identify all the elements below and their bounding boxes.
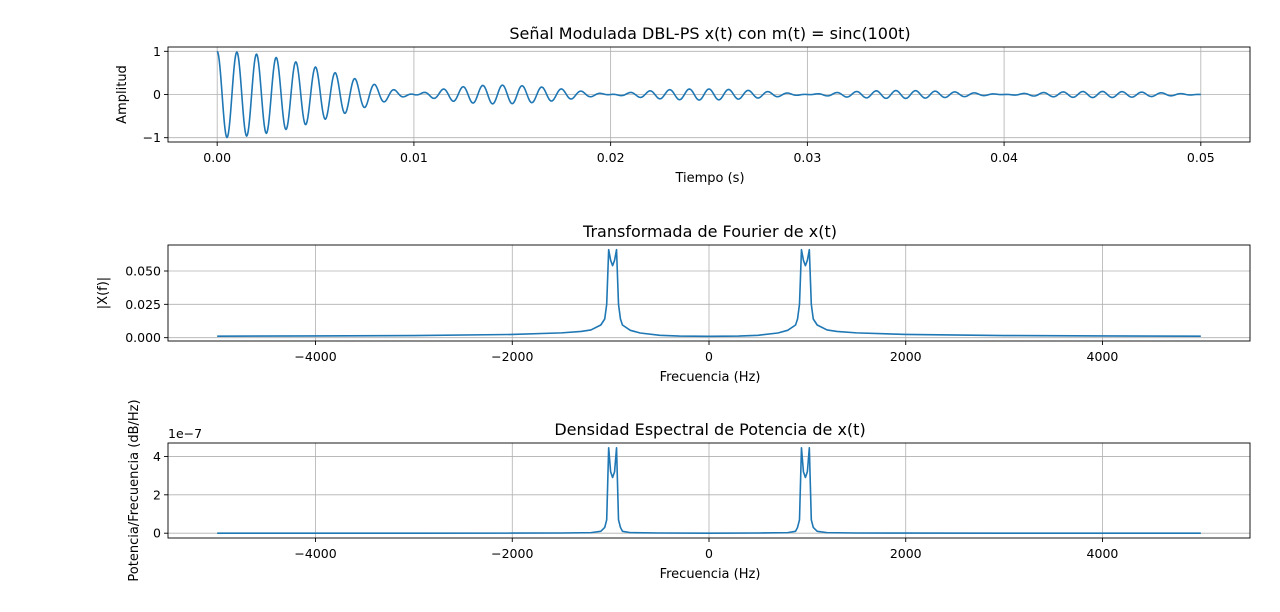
- x-tick-label: −2000: [491, 349, 533, 364]
- y-tick-label: 0.025: [125, 297, 161, 312]
- y-axis-label: Amplitud: [115, 65, 130, 124]
- subplot-3: −4000 −2000 0 2000 4000 0 2 4 Densidad Espectral…: [127, 399, 1251, 582]
- x-tick-label: 0.04: [990, 150, 1018, 165]
- chart-title: Transformada de Fourier de x(t): [582, 222, 837, 241]
- subplot-1: 0.00 0.01 0.02 0.03 0.04 0.05 −1 0 1 Señal Modula…: [115, 24, 1251, 186]
- series-line: [216, 50, 1201, 139]
- x-tick-label: 2000: [890, 546, 922, 561]
- x-tick-label: 4000: [1087, 349, 1119, 364]
- y-axis-label: Potencia/Frecuencia (dB/Hz): [127, 399, 142, 581]
- axis-scale-label: 1e−7: [168, 426, 202, 441]
- x-tick-label: 0: [705, 546, 713, 561]
- x-tick-label: 2000: [890, 349, 922, 364]
- x-tick-label: 0.05: [1187, 150, 1215, 165]
- y-tick-label: 4: [153, 449, 161, 464]
- y-tick-label: 2: [153, 487, 161, 502]
- x-axis-label: Frecuencia (Hz): [660, 370, 761, 385]
- y-tick-label: −1: [143, 130, 161, 145]
- y-tick-label: 0: [153, 526, 161, 541]
- x-tick-label: 0.00: [203, 150, 231, 165]
- x-axis-label: Frecuencia (Hz): [660, 567, 761, 582]
- chart-title: Densidad Espectral de Potencia de x(t): [554, 420, 865, 439]
- x-tick-label: −4000: [294, 349, 336, 364]
- subplot-2: −4000 −2000 0 2000 4000 0.000 0.025 0.050 Transf…: [96, 222, 1251, 385]
- x-tick-label: 0.02: [597, 150, 625, 165]
- series-line: [217, 446, 1201, 535]
- y-tick-label: 0.000: [125, 330, 161, 345]
- x-tick-label: −2000: [491, 546, 533, 561]
- x-tick-label: 0.03: [793, 150, 821, 165]
- x-tick-label: 0.01: [400, 150, 428, 165]
- chart-title: Señal Modulada DBL-PS x(t) con m(t) = si…: [509, 24, 910, 43]
- series-line: [217, 248, 1201, 338]
- y-tick-label: 0: [153, 87, 161, 102]
- x-tick-label: −4000: [294, 546, 336, 561]
- y-tick-label: 1: [153, 44, 161, 59]
- y-tick-label: 0.050: [125, 264, 161, 279]
- y-axis-label: |X(f)|: [96, 277, 111, 309]
- x-tick-label: 0: [705, 349, 713, 364]
- x-tick-label: 4000: [1087, 546, 1119, 561]
- x-axis-label: Tiempo (s): [674, 171, 744, 186]
